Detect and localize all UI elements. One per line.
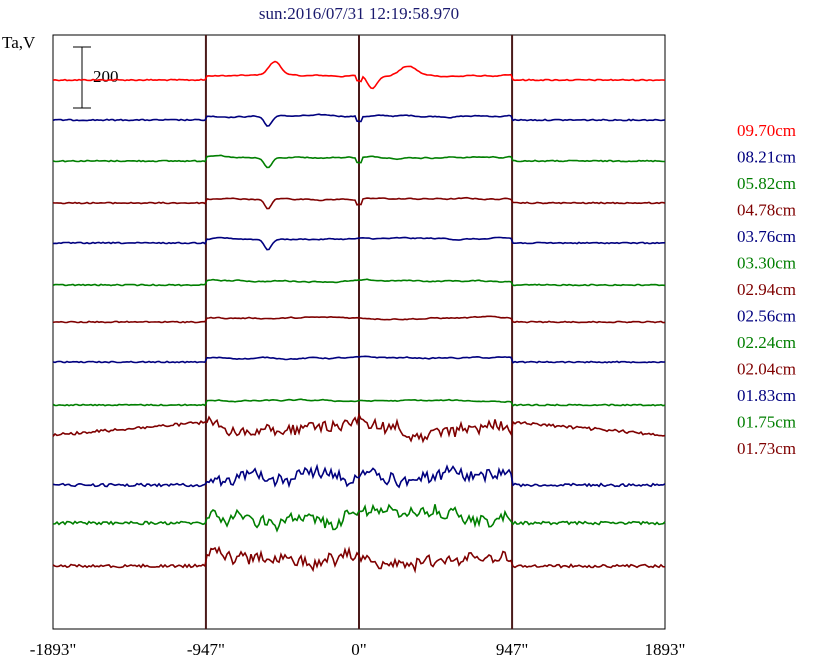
legend-entry: 05.82cm bbox=[737, 174, 796, 193]
legend-entry: 01.75cm bbox=[737, 413, 796, 432]
x-tick-label: 1893" bbox=[645, 640, 686, 659]
series-line bbox=[52, 60, 666, 90]
scale-bar-label: 200 bbox=[93, 67, 119, 86]
legend-entry: 02.56cm bbox=[737, 307, 796, 326]
scale-bar: 200 bbox=[73, 46, 119, 109]
x-tick-label: 0" bbox=[351, 640, 366, 659]
series-line bbox=[52, 398, 666, 407]
legend-entry: 08.21cm bbox=[737, 148, 796, 167]
series-line bbox=[52, 545, 666, 574]
x-tick-label: -1893" bbox=[30, 640, 77, 659]
series-line bbox=[52, 315, 666, 324]
series-group bbox=[52, 60, 666, 574]
series-line bbox=[52, 412, 666, 444]
series-line bbox=[52, 154, 665, 169]
legend-entry: 03.76cm bbox=[737, 227, 796, 246]
legend-entry: 09.70cm bbox=[737, 121, 796, 140]
legend-entry: 04.78cm bbox=[737, 201, 796, 220]
legend-entry: 02.24cm bbox=[737, 333, 796, 352]
legend-entry: 03.30cm bbox=[737, 254, 796, 273]
x-tick-label: -947" bbox=[187, 640, 225, 659]
series-line bbox=[52, 463, 666, 489]
x-tick-label: 947" bbox=[496, 640, 528, 659]
series-line bbox=[52, 196, 666, 210]
series-line bbox=[52, 113, 666, 127]
vertical-markers bbox=[204, 35, 514, 629]
series-line bbox=[52, 355, 666, 364]
series-line bbox=[52, 236, 665, 251]
legend-entry: 02.04cm bbox=[737, 360, 796, 379]
legend: 09.70cm 08.21cm 05.82cm 04.78cm 03.76cm 03.30… bbox=[737, 121, 796, 458]
legend-entry: 01.83cm bbox=[737, 386, 796, 405]
series-line bbox=[52, 278, 666, 287]
legend-entry: 02.94cm bbox=[737, 280, 796, 299]
y-axis-label: Ta,V bbox=[2, 33, 36, 52]
chart-title: sun:2016/07/31 12:19:58.970 bbox=[259, 4, 459, 23]
x-tick-labels: -1893" -947" 0" 947" 1893" bbox=[30, 640, 686, 659]
series-line bbox=[52, 503, 666, 533]
legend-entry: 01.73cm bbox=[737, 439, 796, 458]
